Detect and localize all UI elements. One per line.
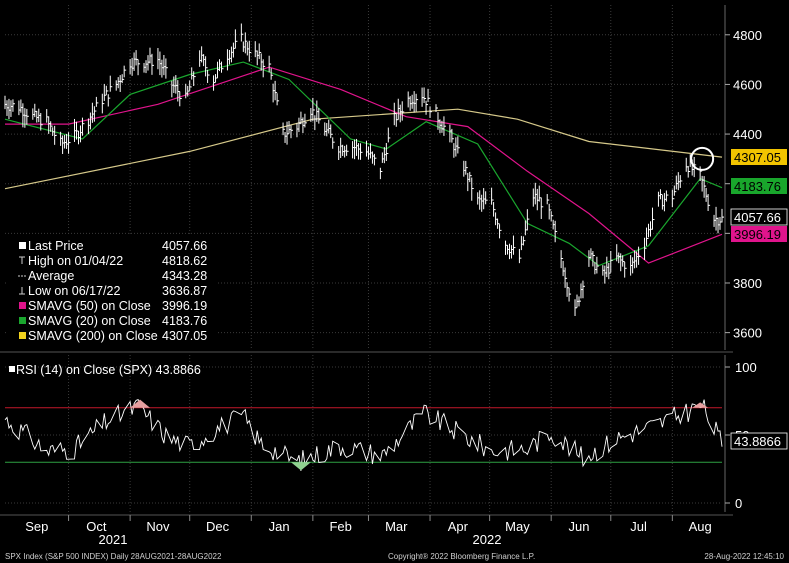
legend-label: High on 01/04/22 [28,254,123,268]
sma50-line [5,66,723,264]
month-label: Jan [269,519,290,534]
highlight-circle [690,146,715,171]
month-label: Nov [146,519,170,534]
legend-swatch [19,242,26,249]
legend-label: Average [28,269,74,283]
legend-row: SMAVG (20) on Close 4183.76 [19,314,207,328]
month-label: Jul [630,519,647,534]
rsi-tag-value: 43.8866 [734,434,781,449]
price-tick-label: 4400 [733,127,762,142]
price-tick-label: 3600 [733,326,762,341]
legend-value: 4343.28 [162,269,207,283]
rsi-legend: RSI (14) on Close (SPX) 43.8866 [16,363,201,377]
rsi-overbought-fill [130,399,150,408]
month-label: Sep [25,519,48,534]
legend-label: SMAVG (20) on Close [28,314,151,328]
price-tag: 3996.19 [731,226,787,242]
legend-swatch [19,302,26,309]
rsi-oversold-fill [291,462,311,471]
rsi-line [4,399,723,471]
price-tag: 4057.66 [730,208,788,226]
time-axis: Sep Oct Nov Dec Jan Feb Mar Apr May Jun Jul Aug [25,515,712,534]
rsi-legend-swatch [9,366,15,372]
legend-value: 3996.19 [162,299,207,313]
month-label: Jun [569,519,590,534]
legend-swatch [19,317,26,324]
footer-timestamp: 28-Aug-2022 12:45:10 [704,552,784,561]
legend-value: 4818.62 [162,254,207,268]
legend-background [7,236,217,348]
legend-row: Last Price 4057.66 [19,239,207,253]
legend-label: SMAVG (50) on Close [28,299,151,313]
price-tag-background [731,178,787,194]
year-label-2021: 2021 [99,532,128,547]
legend-row: SMAVG (50) on Close 3996.19 [19,299,207,313]
rsi-tick-label: 100 [735,360,757,375]
price-tag-background [730,208,788,226]
rsi-panel-grid [5,355,722,512]
legend-row: SMAVG (200) on Close 4307.05 [19,329,207,343]
sma200-line [4,108,723,190]
price-tag-value: 4183.76 [734,179,781,194]
rsi-value-tag: 43.8866 [730,432,788,450]
legend-swatch [19,332,26,339]
sma20-line [4,61,723,267]
price-tag-value: 4057.66 [734,210,781,225]
legend-row: High on 01/04/22 4818.62 [19,254,207,268]
footer-security: SPX Index (S&P 500 INDEX) Daily 28AUG202… [5,552,222,561]
price-tick-label: 4600 [733,77,762,92]
price-legend: Last Price 4057.66 High on 01/04/22 4818.62… [7,236,217,348]
legend-label: SMAVG (200) on Close [28,329,158,343]
legend-high-marker [19,256,25,264]
price-tag-background [731,226,787,242]
month-label: Apr [448,519,469,534]
price-tick-label: 3800 [733,276,762,291]
rsi-tick-label: 0 [735,496,742,511]
rsi-tag-background [730,432,788,450]
legend-label: Low on 06/17/22 [28,284,120,298]
legend-row: Average 4343.28 [18,269,207,283]
price-tick-label: 4800 [733,28,762,43]
price-tag-value: 4307.05 [734,150,781,165]
rsi-overbought-fill [692,402,709,408]
month-label: Oct [86,519,107,534]
legend-value: 4183.76 [162,314,207,328]
legend-value: 4307.05 [162,329,207,343]
legend-row: Low on 06/17/22 3636.87 [19,284,207,298]
footer-copyright: Copyright® 2022 Bloomberg Finance L.P. [388,552,535,561]
price-tag-value: 3996.19 [734,227,781,242]
legend-value: 4057.66 [162,239,207,253]
price-panel-grid [5,5,722,350]
rsi-panel-series [4,399,723,471]
year-label-2022: 2022 [473,532,502,547]
month-label: May [505,519,530,534]
price-tag-background [731,149,787,165]
legend-value: 3636.87 [162,284,207,298]
price-axis: 3600 3800 4400 4600 4800 4307.05 4183.76 4057.6… [724,5,788,350]
price-tag: 4183.76 [731,178,787,194]
price-tag: 4307.05 [731,149,787,165]
legend-low-marker [19,287,25,295]
price-panel-series [4,23,724,316]
month-label: Feb [329,519,351,534]
month-label: Dec [206,519,230,534]
legend-label: Last Price [28,239,84,253]
month-label: Aug [689,519,712,534]
month-label: Mar [385,519,408,534]
